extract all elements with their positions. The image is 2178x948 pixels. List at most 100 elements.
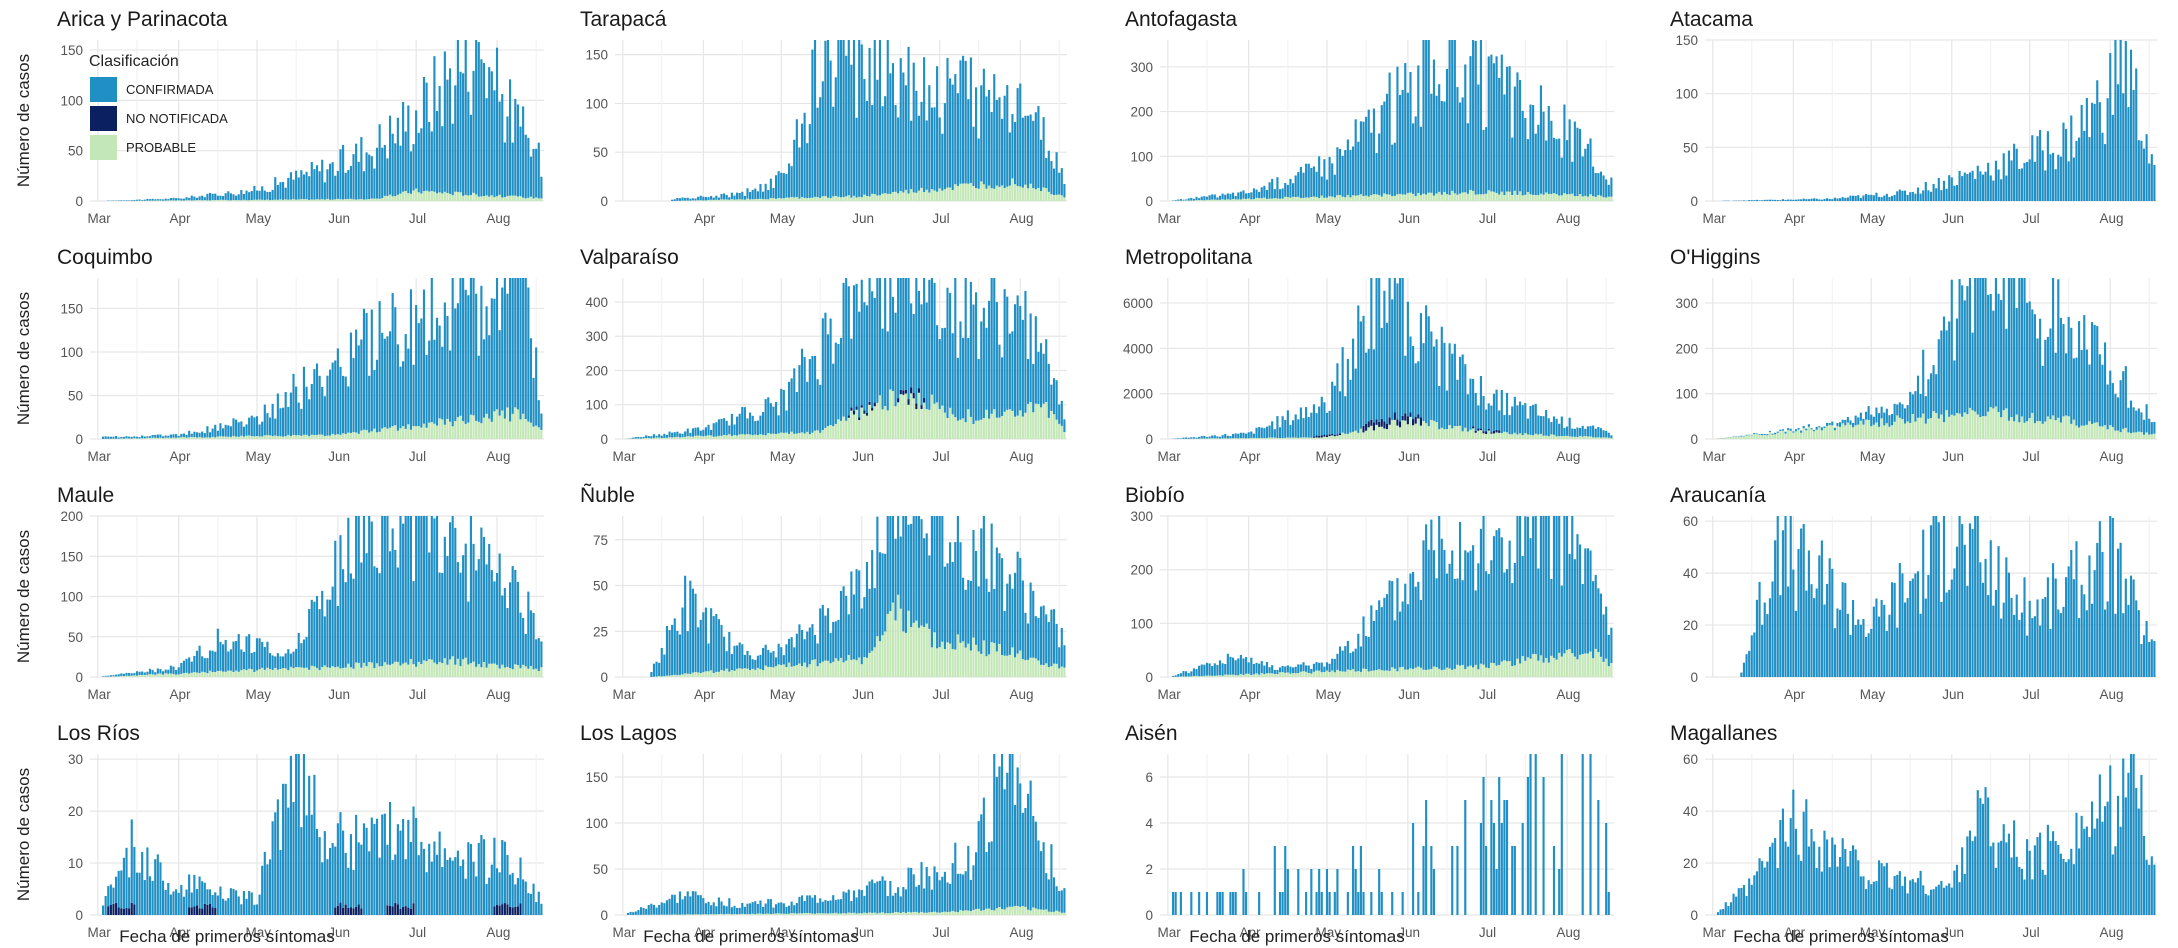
bar-confirmada xyxy=(2049,628,2052,677)
bar-confirmada xyxy=(767,899,770,914)
bar-probable xyxy=(1310,197,1313,201)
bar-confirmada xyxy=(1924,181,1927,201)
bar-probable xyxy=(808,664,811,677)
bar-confirmada xyxy=(816,379,819,431)
bar-probable xyxy=(1880,418,1883,439)
bar-probable xyxy=(1422,421,1425,439)
bar-confirmada xyxy=(1953,360,1956,416)
bar-confirmada xyxy=(1187,437,1190,439)
bar-confirmada xyxy=(2106,801,2109,915)
bar-confirmada xyxy=(2111,383,2114,428)
bar-probable xyxy=(1555,194,1558,201)
bar-confirmada xyxy=(720,624,723,671)
bar-confirmada xyxy=(185,197,188,201)
bar-confirmada xyxy=(894,104,897,192)
bar-probable xyxy=(1268,437,1271,439)
bar-probable xyxy=(190,200,193,201)
bar-confirmada xyxy=(1826,583,1829,677)
bar-confirmada xyxy=(1265,189,1269,199)
bar-probable xyxy=(938,409,941,439)
bar-confirmada xyxy=(2148,418,2151,435)
y-tick-label: 20 xyxy=(1683,618,1698,633)
bar-confirmada xyxy=(1823,604,1826,677)
bar-probable xyxy=(381,198,384,201)
bar-probable xyxy=(1378,194,1381,201)
bar-confirmada xyxy=(1755,599,1759,677)
bar-probable xyxy=(660,676,663,677)
bar-confirmada xyxy=(1221,193,1224,200)
bar-confirmada xyxy=(253,651,256,672)
bar-probable xyxy=(946,642,949,677)
bar-probable xyxy=(772,433,775,439)
bar-probable xyxy=(180,200,183,201)
bar-probable xyxy=(1310,673,1313,677)
bar-confirmada xyxy=(1205,892,1209,915)
bar-confirmada xyxy=(1898,402,1901,418)
bar-confirmada xyxy=(1542,416,1545,436)
bar-confirmada xyxy=(1526,516,1529,658)
bar-confirmada xyxy=(469,114,473,196)
bar-confirmada xyxy=(1398,95,1402,194)
bar-confirmada xyxy=(1521,405,1524,436)
y-tick-label: 0 xyxy=(75,432,83,447)
bar-probable xyxy=(193,437,196,439)
bar-probable xyxy=(2070,423,2073,439)
bar-confirmada xyxy=(1794,199,1797,201)
bar-confirmada xyxy=(1383,101,1386,194)
bar-probable xyxy=(402,191,405,201)
bar-probable xyxy=(527,197,530,201)
bar-probable xyxy=(1310,437,1313,439)
bar-probable xyxy=(344,667,347,677)
bar-confirmada xyxy=(357,161,360,200)
bar-confirmada xyxy=(503,841,506,903)
bar-confirmada xyxy=(138,872,141,915)
bar-probable xyxy=(1761,435,1764,439)
bar-probable xyxy=(964,422,967,439)
bar-confirmada xyxy=(1875,407,1878,423)
bar-confirmada xyxy=(824,615,827,661)
x-tick-label: Jun xyxy=(328,211,350,226)
bar-confirmada xyxy=(2137,408,2140,432)
bar-confirmada xyxy=(388,551,392,665)
bar-confirmada xyxy=(1203,435,1206,439)
bar-confirmada xyxy=(806,895,809,913)
bar-probable xyxy=(2119,432,2122,439)
bar-no-notificada xyxy=(1477,428,1480,431)
bar-probable xyxy=(1802,428,1805,439)
bar-confirmada xyxy=(1013,304,1017,417)
bar-probable xyxy=(368,432,371,439)
bar-probable xyxy=(938,647,941,677)
bar-probable xyxy=(730,435,733,439)
bar-probable xyxy=(736,914,739,915)
bar-confirmada xyxy=(2067,859,2070,915)
bar-probable xyxy=(1307,197,1310,201)
bar-confirmada xyxy=(1534,754,1537,915)
bar-probable xyxy=(1966,414,1969,439)
bar-probable xyxy=(336,198,339,201)
bar-probable xyxy=(1922,413,1925,439)
bar-confirmada xyxy=(993,74,996,189)
bars xyxy=(1716,278,2156,439)
bar-probable xyxy=(391,196,394,201)
bar-confirmada xyxy=(1987,595,1990,677)
bar-confirmada xyxy=(1558,423,1561,437)
bar-no-notificada xyxy=(923,398,926,403)
bar-confirmada xyxy=(842,586,845,663)
bar-confirmada xyxy=(2067,161,2070,201)
bar-confirmada xyxy=(1558,138,1561,196)
bar-probable xyxy=(1213,675,1216,677)
bar-confirmada xyxy=(1976,165,1979,201)
bar-confirmada xyxy=(982,68,985,185)
bar-probable xyxy=(928,409,931,439)
bar-confirmada xyxy=(1937,522,1940,677)
bar-confirmada xyxy=(1019,557,1022,651)
bar-probable xyxy=(282,668,285,677)
bar-probable xyxy=(1047,911,1050,915)
bar-probable xyxy=(1346,669,1349,677)
bar-confirmada xyxy=(1221,892,1224,915)
bar-probable xyxy=(954,417,957,439)
bar-probable xyxy=(743,199,746,201)
bar-confirmada xyxy=(1412,123,1415,194)
bar-confirmada xyxy=(357,345,360,434)
bar-probable xyxy=(1003,909,1006,915)
